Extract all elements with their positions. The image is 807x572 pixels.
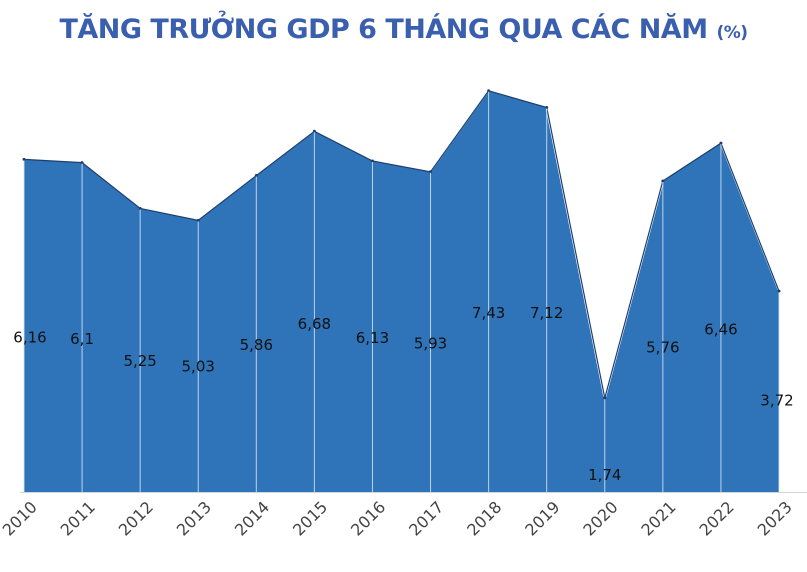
x-tick-2010: 2010	[0, 497, 41, 539]
data-point-2021	[661, 179, 665, 183]
x-tick-2012: 2012	[115, 497, 157, 539]
data-label-2018: 7,43	[472, 304, 505, 322]
drop-lines	[23, 91, 780, 492]
data-label-2010: 6,16	[13, 328, 46, 346]
x-tick-2014: 2014	[231, 497, 273, 539]
data-point-2011	[80, 161, 84, 165]
data-label-2020: 1,74	[588, 466, 621, 484]
data-label-2017: 5,93	[414, 334, 447, 352]
data-point-2013	[196, 218, 200, 222]
x-tick-2017: 2017	[405, 497, 447, 539]
data-label-2022: 6,46	[704, 321, 737, 339]
x-axis-tick-labels: 2010 2011 2012 2013 2014 2015 2016 2017 2018 2019…	[0, 497, 796, 539]
data-label-2012: 5,25	[123, 352, 156, 370]
data-point-2018	[487, 89, 491, 93]
data-label-2023: 3,72	[760, 392, 793, 410]
data-label-2015: 6,68	[298, 315, 331, 333]
data-label-2019: 7,12	[530, 304, 563, 322]
data-label-2016: 6,13	[356, 329, 389, 347]
gdp-area-fill	[24, 90, 779, 493]
data-point-2022	[719, 141, 723, 145]
gdp-line	[23, 90, 780, 399]
data-point-2017	[429, 170, 433, 174]
x-tick-2021: 2021	[637, 497, 679, 539]
data-label-2011: 6,1	[70, 330, 94, 348]
x-tick-2013: 2013	[173, 497, 215, 539]
x-tick-2015: 2015	[289, 497, 331, 539]
data-point-2020	[603, 396, 607, 400]
data-point-2016	[370, 159, 374, 163]
chart-title: TĂNG TRƯỞNG GDP 6 THÁNG QUA CÁC NĂM (%)	[0, 14, 807, 45]
data-point-2019	[545, 106, 549, 110]
data-label-2021: 5,76	[646, 339, 679, 357]
x-tick-2023: 2023	[754, 497, 796, 539]
area-layer	[20, 87, 807, 493]
data-point-2012	[138, 207, 142, 210]
x-tick-2019: 2019	[521, 497, 563, 539]
chart-title-text: TĂNG TRƯỞNG GDP 6 THÁNG QUA CÁC NĂM	[59, 14, 708, 45]
x-tick-2011: 2011	[57, 497, 99, 539]
data-point-2023	[777, 289, 781, 293]
data-labels: 6,16 6,1 5,25 5,03 5,86 6,68 6,13 5,93 7,43 7,12 1…	[13, 304, 793, 484]
data-point-2015	[312, 129, 316, 133]
x-tick-2016: 2016	[347, 497, 389, 539]
data-point-2010	[22, 157, 26, 161]
data-label-2014: 5,86	[240, 336, 273, 354]
data-point-2014	[254, 174, 258, 178]
data-label-2013: 5,03	[182, 358, 215, 376]
chart-title-unit: (%)	[716, 23, 748, 43]
x-tick-2018: 2018	[463, 497, 505, 539]
x-tick-2022: 2022	[696, 497, 738, 539]
x-tick-2020: 2020	[579, 497, 621, 539]
